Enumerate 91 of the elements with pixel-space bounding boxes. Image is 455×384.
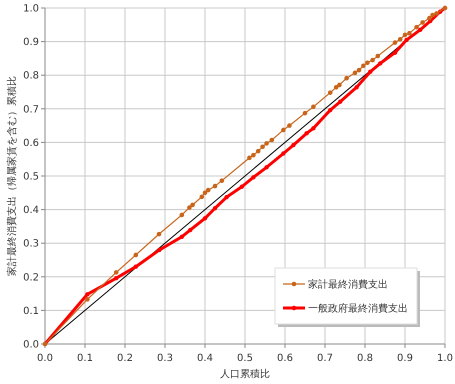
point [114,270,118,275]
point [202,190,208,196]
point [302,110,308,116]
point [157,248,162,252]
point [134,252,138,258]
point [370,58,375,62]
point [85,292,90,296]
point [414,24,419,30]
point [180,212,184,218]
point [328,90,332,95]
point [420,20,425,25]
point [220,178,224,184]
y-tick-label: 0.0 [23,340,39,350]
x-tick-label: 0.6 [277,353,293,364]
y-tick-label: 0.2 [23,272,39,284]
point [260,144,265,150]
point [287,123,292,128]
point [311,126,316,130]
point [430,12,435,18]
point [402,32,408,38]
x-tick-label: 0.9 [397,353,413,364]
point [334,84,338,90]
point [202,216,208,221]
y-tick-label: 0.8 [23,70,39,82]
y-tick-label: 0.6 [23,138,39,149]
point [281,128,286,132]
point [187,205,192,210]
point [338,100,342,104]
x-tick-label: 0.5 [237,353,253,364]
point [328,108,332,112]
point [337,82,342,88]
point [134,264,138,269]
point [356,68,362,72]
point [114,276,118,280]
point [240,184,244,189]
point [311,104,316,110]
point [378,61,382,66]
x-tick-label: 1.0 [437,353,453,364]
point [188,228,192,232]
y-axis-title: 家計最終消費支出（帰属家賃を含む）累積比 [6,76,18,276]
point [200,194,204,200]
y-tick-label: 1.0 [23,4,39,14]
x-tick-label: 0.0 [37,353,53,364]
x-tick-label: 0.4 [197,353,213,364]
point [247,156,252,160]
point [352,70,358,76]
y-tick-label: 0.1 [23,306,39,317]
point [354,85,359,90]
point [251,152,256,158]
point [434,11,439,16]
point [270,138,274,142]
point [156,232,162,236]
x-tick-label: 0.8 [357,353,373,364]
point [418,28,422,32]
point [212,184,218,188]
point [344,76,349,81]
x-axis-title: 人口累積比 [220,368,270,380]
y-tick-label: 0.5 [23,172,39,182]
legend-label: 家計最終消費支出 [308,278,388,290]
point [376,54,380,58]
y-tick-label: 0.9 [23,37,39,48]
point [190,202,195,208]
point [256,148,260,154]
point [392,40,398,45]
point [427,16,432,20]
y-tick-label: 0.4 [23,205,39,216]
point [264,141,269,146]
y-tick-label: 0.3 [23,238,39,250]
legend-label: 一般政府最終消費支出 [308,302,408,314]
point [404,38,409,42]
point [365,60,370,66]
point [407,30,412,36]
point [264,165,269,170]
point [361,63,366,68]
y-tick-label: 0.7 [23,104,39,116]
point [206,188,210,192]
point [251,175,256,180]
point [85,297,90,302]
point [398,36,402,42]
point [392,50,398,55]
point [304,131,309,136]
point [368,70,372,74]
x-tick-label: 0.3 [157,353,173,364]
point [291,142,296,148]
x-tick-label: 0.2 [117,353,133,364]
point [212,206,218,210]
point [224,194,229,200]
x-tick-label: 0.1 [77,353,93,364]
x-tick-label: 0.7 [317,353,333,364]
point [180,234,184,240]
point [281,151,286,156]
